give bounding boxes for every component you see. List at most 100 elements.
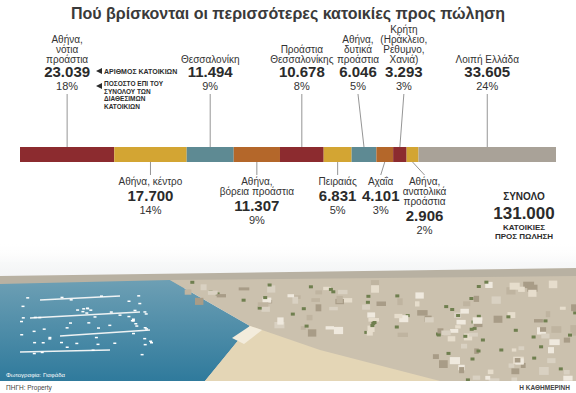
boat [48,337,51,339]
building [461,344,467,349]
boat [20,334,23,336]
caption-line: ΠΡΟΣ ΠΩΛΗΣΗ [495,232,553,241]
boat [22,306,25,308]
boat [41,352,44,354]
building [292,297,298,304]
building [371,285,379,293]
tree [477,350,481,353]
share-label: 2% [417,224,433,236]
category-label: Λοιπή Ελλάδα [456,54,520,65]
category-label: Πειραιάς [319,176,357,187]
boat [132,320,135,322]
category-label: Αθήνα,νότιαπροάστια [46,34,88,65]
boat [141,354,144,356]
bar-segment [376,147,393,162]
building [417,310,427,316]
leader-line [256,162,257,175]
leader-line [301,94,302,147]
building [534,319,543,322]
category-line: προάστια [404,196,446,207]
boat [34,317,37,319]
tree [242,299,246,302]
value-label: 11.307 [234,197,279,214]
tree [291,313,295,316]
boat [85,312,88,314]
category-label: Κρήτη(Ηράκλειο,Ρέθυμνο,Χανιά) [380,24,427,65]
tree [329,288,333,291]
building [362,305,370,310]
tree [395,294,399,297]
building [528,290,536,297]
category-label: Αθήνα,δυτικάπροάστια [337,34,379,65]
tree [568,334,572,337]
building [185,289,192,294]
boat [48,338,51,340]
category-line: βόρεια προάστια [220,186,295,197]
category-label: Αχαΐα [368,176,393,187]
value-label: 6.046 [339,63,377,80]
tree [463,335,467,338]
boat [100,295,103,297]
source: ΠΗΓΗ: Property [6,384,53,392]
boat [113,343,116,345]
tree [395,326,399,329]
boat [60,342,63,344]
building [415,292,423,298]
tree [268,284,272,287]
tree [532,357,536,360]
building [433,354,439,359]
boat [33,353,36,355]
value-label: 2.906 [406,207,444,224]
building [549,281,558,289]
bars [20,147,556,162]
category-line: Λοιπή Ελλάδα [456,54,520,65]
boat [128,301,131,303]
share-label: 18% [56,80,78,92]
boat [66,327,69,329]
key-arrow [96,68,102,74]
boat [132,333,135,335]
boat [33,342,36,344]
value-label: 10.678 [279,63,325,80]
boat [86,308,89,310]
category-label: Θεσσαλονίκη [181,54,240,65]
leader-line [413,162,425,175]
building [460,309,469,314]
tree [263,296,267,299]
leader-line [400,94,404,147]
credit: Η ΚΑΘΗΜΕΡΙΝΗ [519,384,570,391]
building [473,317,483,324]
value-label: 11.494 [188,63,234,80]
bar-segment [20,147,114,162]
pier [40,296,120,300]
boat [61,297,64,299]
tree [514,329,518,332]
pier [30,312,140,318]
bar-segment [324,147,352,162]
category-line: Θεσσαλονίκης [270,54,334,65]
building [459,367,464,373]
category-label: Αθήνα, κέντρο [119,176,183,187]
bar-segment [187,147,234,162]
building [546,311,550,317]
total-caption: ΚΑΤΟΙΚΙΕΣΠΡΟΣ ΠΩΛΗΣΗ [495,223,553,241]
building [397,298,402,305]
share-label: 8% [294,80,310,92]
caption-line: ΚΑΤΟΙΚΙΕΣ [503,223,545,232]
tree [544,319,548,322]
boat [119,314,122,316]
building [547,358,555,363]
bar-segment [407,147,419,162]
building [195,298,203,305]
building [463,301,470,306]
boat [134,310,137,312]
building [511,368,519,374]
leader-line [358,94,364,147]
building [571,304,576,311]
boat [143,311,146,313]
bar-segment [114,147,186,162]
category-line: Χανιά) [389,54,418,65]
building [454,313,461,318]
bar-segment [419,147,556,162]
building [307,315,313,320]
